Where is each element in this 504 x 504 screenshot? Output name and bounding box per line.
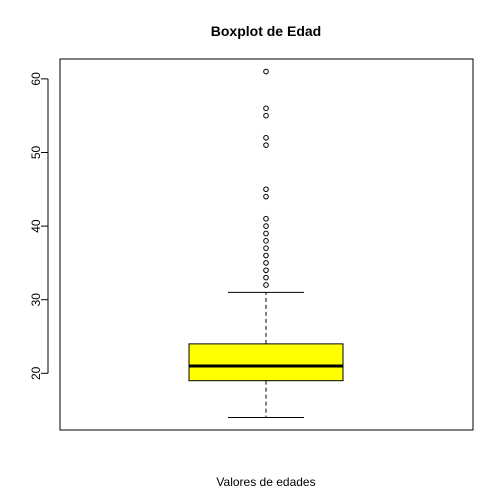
outlier-point	[263, 193, 269, 200]
plot-frame	[59, 58, 474, 431]
iqr-box	[188, 343, 344, 382]
outlier-point	[263, 245, 269, 251]
outlier-point	[263, 142, 269, 148]
outlier-point	[263, 112, 269, 119]
y-tick-label: 40	[29, 219, 43, 233]
outlier-point	[263, 223, 269, 229]
outlier-point	[263, 267, 269, 274]
y-tick-label: 20	[29, 366, 43, 380]
box-group	[188, 291, 344, 418]
y-axis: 20 30 40 50 60	[29, 72, 49, 380]
outlier-group	[263, 68, 269, 288]
y-tick-label: 30	[29, 293, 43, 307]
outlier-point	[263, 274, 269, 281]
y-tick-label: 60	[29, 72, 43, 86]
outlier-point	[263, 134, 269, 141]
outlier-point	[263, 105, 269, 112]
outlier-point	[263, 230, 269, 237]
outlier-point	[263, 260, 269, 266]
x-axis-label: Valores de edades	[216, 475, 315, 489]
outlier-point	[263, 238, 269, 244]
outlier-point	[263, 282, 269, 288]
outlier-point	[263, 68, 269, 75]
outlier-point	[263, 215, 269, 222]
y-tick-label: 50	[29, 145, 43, 159]
outlier-point	[263, 252, 269, 259]
chart-title: Boxplot de Edad	[211, 23, 321, 39]
outlier-point	[263, 186, 269, 193]
